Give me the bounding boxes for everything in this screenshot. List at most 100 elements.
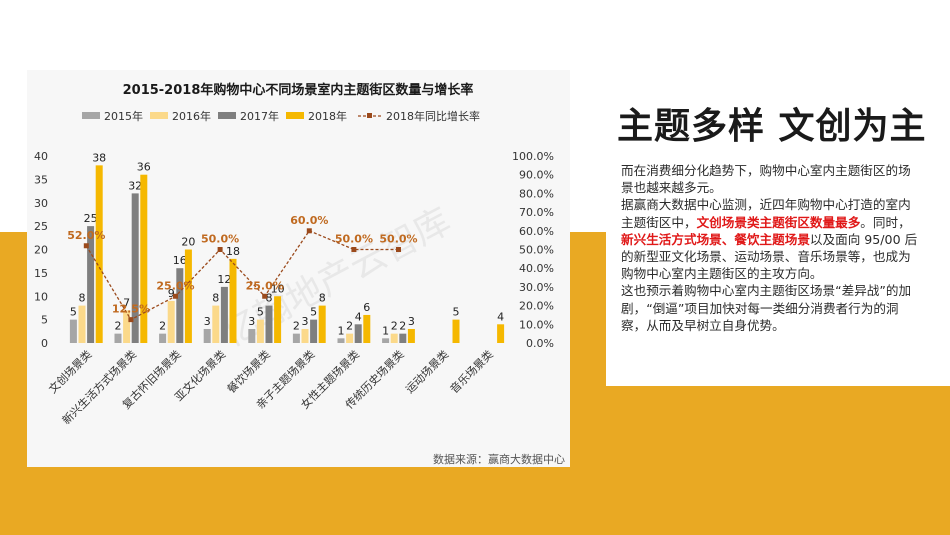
x-axis-labels: 文创场景类新兴生活方式场景类复古怀旧场景类亚文化场景类餐饮场景类亲子主题场景类女… <box>46 347 496 427</box>
legend-label: 2015年 <box>104 109 143 123</box>
bar-value-label: 3 <box>248 315 255 328</box>
paragraph-3: 这也预示着购物中心室内主题街区场景“差异战”的加剧，“倒逼”项目加快对每一类细分… <box>621 283 912 333</box>
bar-value-label: 9 <box>168 287 175 300</box>
bar-value-label: 2 <box>399 320 406 333</box>
y-left-tick: 5 <box>41 314 48 327</box>
legend: 2015年 2016年 2017年 2018年 2018年同比增长率 <box>82 109 480 123</box>
y-right-tick: 80.0% <box>519 187 554 200</box>
bar-value-label: 36 <box>137 161 151 174</box>
highlight-new-lifestyle: 新兴生活方式场景、餐饮主题场景 <box>621 231 810 247</box>
x-axis-label: 餐饮场景类 <box>224 347 273 396</box>
bar <box>452 319 460 343</box>
bar-value-label: 8 <box>319 292 326 305</box>
bar <box>337 338 345 343</box>
legend-label: 2016年 <box>172 109 211 123</box>
paragraph-2: 据赢商大数据中心监测，近四年购物中心打造的室内主题街区中，文创场景类主题街区数量… <box>621 196 921 282</box>
y-left-tick: 20 <box>34 244 48 257</box>
bar-value-label: 5 <box>453 306 460 319</box>
bar <box>248 328 256 343</box>
bar <box>354 324 362 343</box>
y-right-tick: 0.0% <box>526 337 554 350</box>
y-right-tick: 90.0% <box>519 169 554 182</box>
bar <box>212 305 220 343</box>
y-right-tick: 10.0% <box>519 318 554 331</box>
bar-value-label: 8 <box>212 292 219 305</box>
y-left-tick: 25 <box>34 220 48 233</box>
bar-value-label: 18 <box>226 245 240 258</box>
bar <box>167 300 175 343</box>
x-axis-label: 音乐场景类 <box>447 347 496 396</box>
axes: 05101520253035400.0%10.0%20.0%30.0%40.0%… <box>34 150 554 350</box>
growth-label: 12.5% <box>112 303 150 316</box>
bar <box>292 333 300 343</box>
bar-value-label: 1 <box>338 324 345 337</box>
bar <box>301 328 309 343</box>
growth-label: 25.0% <box>156 279 194 292</box>
bar <box>274 296 282 343</box>
legend-marker <box>367 113 372 118</box>
growth-label: 50.0% <box>335 233 373 246</box>
growth-line: 52.0% 12.5% 25.0% 50.0% 25.0% 60.0% 50.0% 50.0% <box>67 214 418 323</box>
bar-value-label: 5 <box>70 306 77 319</box>
paragraph-2-end: 以及面向 95/00 后的新型亚文化场景、运动场景、音乐场景等，也成为购物中心室… <box>621 231 918 282</box>
legend-swatch <box>218 112 236 119</box>
growth-marker <box>262 293 268 299</box>
growth-marker <box>351 247 357 252</box>
bar <box>310 319 318 343</box>
bar-value-label: 2 <box>115 320 122 333</box>
y-right-tick: 50.0% <box>519 244 554 257</box>
source-note: 数据来源：赢商大数据中心 <box>433 452 565 466</box>
bar-value-label: 2 <box>346 320 353 333</box>
bar-value-label: 3 <box>408 315 415 328</box>
legend-swatch <box>150 112 168 119</box>
growth-label: 52.0% <box>67 229 105 242</box>
y-right-tick: 70.0% <box>519 206 554 219</box>
bar-value-label: 8 <box>266 292 273 305</box>
bar-value-label: 7 <box>123 296 130 309</box>
bar-value-label: 12 <box>217 273 231 286</box>
y-left-tick: 40 <box>34 150 48 163</box>
chart-title: 2015-2018年购物中心不同场景室内主题街区数量与增长率 <box>123 82 474 98</box>
x-axis-label: 新兴生活方式场景类 <box>59 347 139 427</box>
bar <box>382 338 390 343</box>
bar <box>95 165 103 343</box>
growth-label: 60.0% <box>290 214 328 227</box>
y-right-tick: 30.0% <box>519 281 554 294</box>
bar-value-label: 5 <box>257 306 264 319</box>
bar <box>140 174 148 343</box>
bar-value-label: 5 <box>310 306 317 319</box>
bar-value-label: 10 <box>271 282 285 295</box>
growth-marker <box>217 247 223 252</box>
bar <box>390 333 398 343</box>
bar-value-label: 2 <box>391 320 398 333</box>
bar <box>407 328 415 343</box>
bar <box>69 319 77 343</box>
paragraph-2-mid: 。同时， <box>860 214 911 230</box>
growth-label: 25.0% <box>246 279 284 292</box>
growth-label: 50.0% <box>379 233 417 246</box>
y-left-tick: 35 <box>34 173 48 186</box>
x-axis-label: 文创场景类 <box>46 347 95 396</box>
chart-card: 亿翰地产云智库 2015-2018年购物中心不同场景室内主题街区数量与增长率 数… <box>27 70 570 467</box>
y-right-tick: 100.0% <box>512 150 554 163</box>
growth-marker <box>83 243 89 249</box>
bar-value-label: 16 <box>173 254 187 267</box>
bar-value-label: 8 <box>79 292 86 305</box>
y-right-tick: 40.0% <box>519 262 554 275</box>
bar-value-label: 2 <box>159 320 166 333</box>
y-right-tick: 60.0% <box>519 225 554 238</box>
y-left-tick: 0 <box>41 337 48 350</box>
bar-value-label: 25 <box>84 212 98 225</box>
bar <box>123 310 131 343</box>
paragraph-2-start: 据赢商大数据中心监测，近四年购物中心打造的室内主题街区中， <box>621 197 911 230</box>
bar-value-label: 3 <box>204 315 211 328</box>
bar-value-label: 20 <box>181 236 195 249</box>
bar <box>399 333 407 343</box>
bar <box>184 249 192 343</box>
chart-svg: 亿翰地产云智库 2015-2018年购物中心不同场景室内主题街区数量与增长率 数… <box>34 82 565 466</box>
legend-label: 2018年 <box>308 109 347 123</box>
bar <box>256 319 264 343</box>
legend-label: 2018年同比增长率 <box>386 109 480 123</box>
y-left-tick: 15 <box>34 267 48 280</box>
